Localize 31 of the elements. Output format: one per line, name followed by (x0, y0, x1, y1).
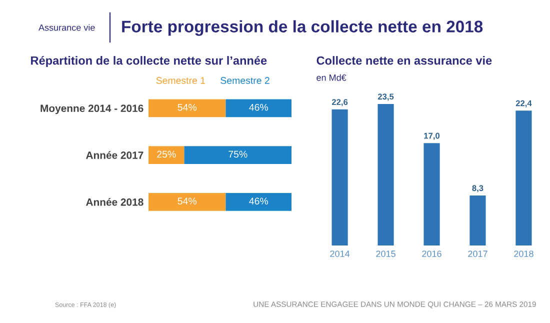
y-tick-label: Année 2017 (86, 151, 144, 159)
data-label: 46% (249, 104, 268, 111)
bar (516, 110, 532, 246)
bar (378, 104, 394, 246)
data-label: 46% (249, 198, 268, 205)
series-label: Semestre 2 (220, 77, 270, 84)
data-label: 8,3 (472, 185, 484, 192)
data-label: 17,0 (424, 132, 440, 140)
chart-subtitle: en Md€ (316, 74, 346, 81)
x-tick-label: 2016 (422, 250, 442, 257)
y-tick-label: Moyenne 2014 - 2016 (40, 104, 144, 114)
text: Forte progression de la collecte nette en 2018 (122, 20, 483, 36)
x-tick-label: 2017 (468, 250, 488, 257)
data-label: 75% (228, 150, 248, 158)
bar (424, 143, 440, 246)
data-label: 22,6 (332, 99, 348, 106)
chart-title: Collecte nette en assurance vie (316, 56, 492, 65)
data-label: 23,5 (378, 94, 394, 101)
data-label: 54% (178, 198, 196, 205)
data-label: 22,4 (516, 100, 532, 108)
x-tick-label: 2015 (376, 250, 396, 257)
series-label: Semestre 1 (156, 77, 206, 84)
x-tick-label: 2014 (330, 250, 350, 257)
chart-title: Répartition de la collecte nette sur l’année (31, 56, 267, 68)
bar (470, 196, 486, 246)
bar (332, 109, 348, 246)
x-tick-label: 2018 (514, 250, 534, 257)
y-tick-label: Année 2018 (86, 198, 144, 206)
data-label: 25% (157, 150, 176, 158)
data-label: 54% (178, 104, 196, 111)
text: Assurance vie (38, 24, 95, 31)
